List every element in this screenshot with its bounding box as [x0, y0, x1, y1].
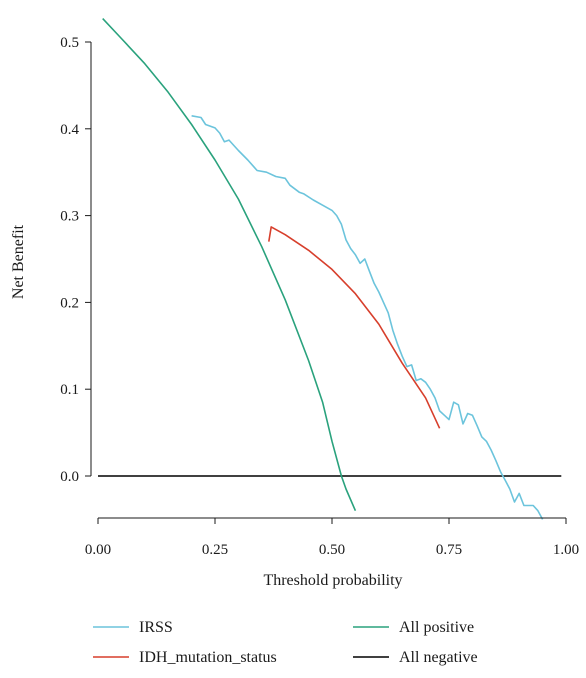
series-line-all-positive: [102, 18, 357, 512]
x-axis-title: Threshold probability: [263, 572, 402, 589]
y-tick-label: 0.4: [60, 122, 79, 138]
y-tick-label: 0.1: [60, 382, 79, 398]
plot-area: [98, 18, 562, 520]
legend-label-all-negative: All negative: [399, 649, 478, 666]
legend-label-idh-mutation-status: IDH_mutation_status: [139, 649, 277, 666]
y-tick-label: 0.5: [60, 35, 79, 51]
y-axis-title: Net Benefit: [10, 224, 27, 299]
x-tick-label: 0.25: [202, 542, 228, 558]
x-tick-label: 0.00: [85, 542, 111, 558]
x-tick-label: 1.00: [553, 542, 579, 558]
y-tick-label: 0.3: [60, 209, 79, 225]
axes: 0.0 0.1 0.2 0.3 0.4 0.5 0.00 0.25 0.50 0.75 1.00: [60, 35, 579, 558]
legend: IRSS IDH_mutation_status All positive All n…: [93, 619, 478, 666]
legend-label-irss: IRSS: [139, 619, 173, 636]
y-tick-label: 0.2: [60, 295, 79, 311]
x-tick-label: 0.75: [436, 542, 462, 558]
y-tick-label: 0.0: [60, 469, 79, 485]
x-tick-label: 0.50: [319, 542, 345, 558]
legend-label-all-positive: All positive: [399, 619, 474, 636]
series-line-idh-mutation-status: [268, 226, 441, 429]
series-line-irss: [191, 115, 544, 520]
